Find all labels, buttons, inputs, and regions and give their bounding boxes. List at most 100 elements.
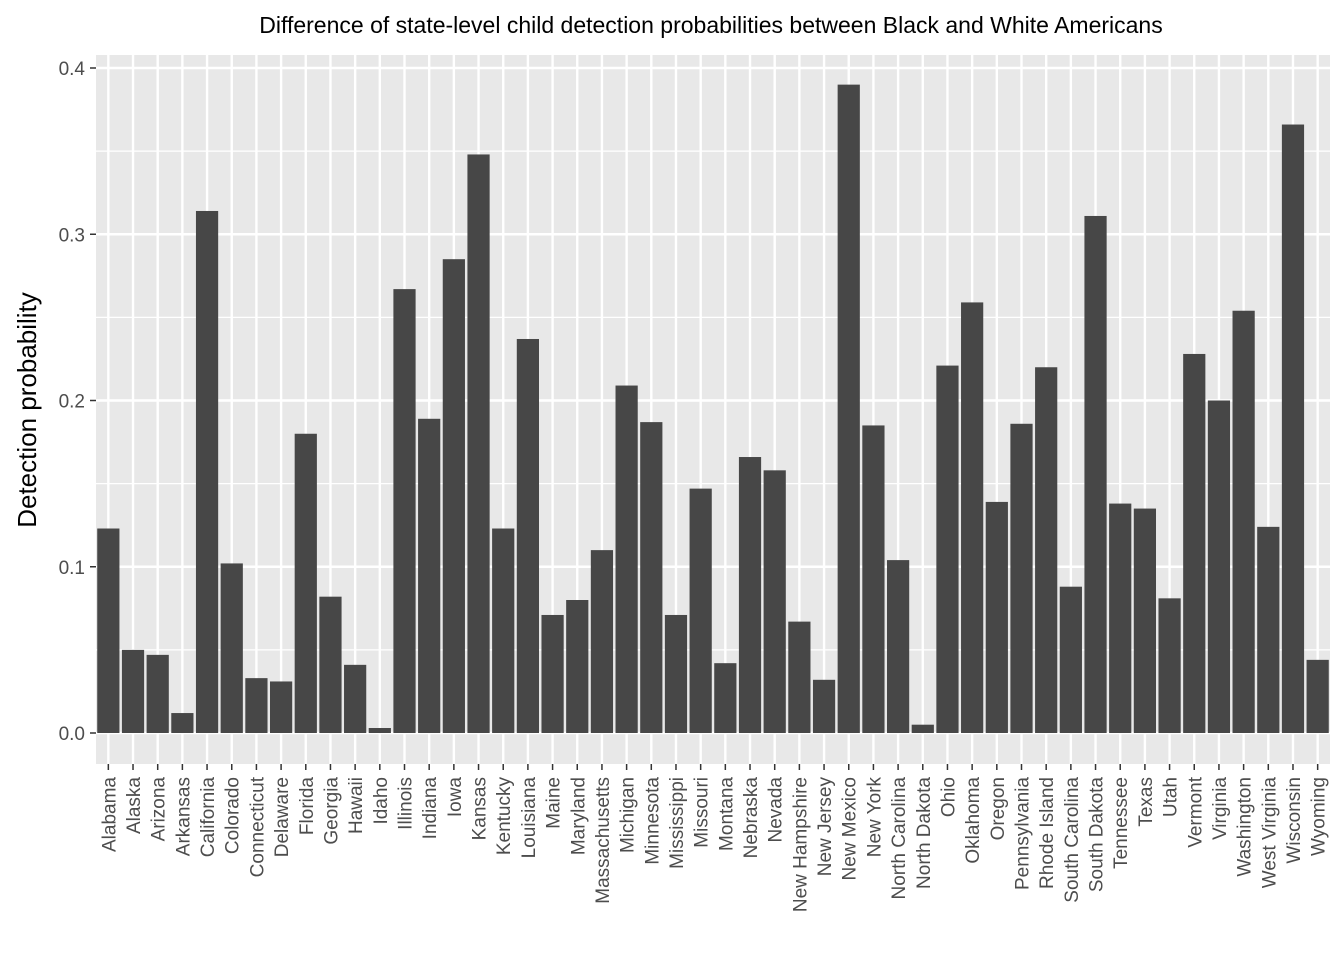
x-tick-label: Louisiana: [519, 777, 540, 859]
x-tick-label: New Mexico: [840, 777, 861, 880]
bar: [146, 654, 169, 733]
x-tick-label: West Virginia: [1259, 777, 1280, 889]
x-tick-label: Wyoming: [1309, 777, 1330, 856]
x-tick-label: Kentucky: [494, 777, 515, 856]
bar: [492, 528, 515, 733]
x-tick-label: Rhode Island: [1037, 777, 1058, 889]
bar: [886, 560, 910, 733]
x-tick-label: North Carolina: [889, 777, 910, 900]
bar: [1133, 508, 1157, 733]
bar: [171, 713, 194, 733]
bars: [97, 84, 1329, 734]
x-tick-label: Virginia: [1210, 777, 1231, 840]
bar: [1158, 598, 1181, 733]
bar: [195, 210, 219, 734]
bar: [1281, 124, 1305, 733]
x-tick-label: South Dakota: [1087, 777, 1108, 893]
x-tick-label: California: [198, 777, 219, 858]
x-tick-label: Colorado: [223, 777, 244, 854]
x-tick-label: Vermont: [1185, 776, 1206, 847]
x-tick-label: Iowa: [445, 777, 466, 818]
bar: [319, 596, 342, 733]
x-tick-label: Indiana: [420, 777, 441, 840]
x-tick-label: Arizona: [149, 777, 170, 842]
bar: [812, 679, 836, 733]
bar: [862, 425, 885, 733]
x-tick-label: Utah: [1161, 777, 1182, 817]
x-tick-label: Alaska: [124, 777, 145, 834]
bar: [566, 600, 589, 733]
bar: [1035, 367, 1058, 733]
bar: [1257, 526, 1280, 733]
x-tick-label: Maryland: [568, 777, 589, 855]
x-tick-label: Maine: [544, 777, 565, 829]
x-tick-label: Hawaii: [346, 777, 367, 834]
x-tick-label: Texas: [1136, 777, 1157, 827]
x-tick-label: Oklahoma: [963, 777, 984, 864]
bar: [1183, 353, 1206, 733]
bar: [121, 649, 145, 733]
bar: [961, 302, 984, 733]
x-tick-label: Idaho: [371, 777, 392, 825]
bar: [442, 259, 465, 733]
chart-title: Difference of state-level child detectio…: [259, 12, 1162, 38]
x-tick-label: Georgia: [321, 777, 342, 845]
x-tick-label: Michigan: [618, 777, 639, 853]
bar: [294, 433, 317, 733]
x-axis: Alabama Alaska Arizona Arkansas California Co…: [99, 764, 1330, 912]
x-tick-label: Alabama: [99, 777, 120, 852]
bar: [1109, 503, 1132, 733]
bar: [393, 289, 416, 733]
bar: [467, 154, 490, 733]
bar: [1207, 400, 1231, 733]
x-tick-label: Pennsylvania: [1013, 777, 1034, 890]
bar: [788, 621, 811, 733]
bar: [640, 422, 663, 733]
bar: [541, 614, 564, 733]
x-tick-label: Illinois: [396, 777, 417, 830]
bar: [615, 385, 638, 733]
x-tick-label: Massachusetts: [593, 777, 614, 904]
x-tick-label: Ohio: [938, 777, 959, 817]
y-tick-label: 0.3: [59, 225, 85, 246]
x-tick-label: Delaware: [272, 777, 293, 857]
x-tick-label: Connecticut: [247, 776, 268, 877]
x-tick-label: Washington: [1235, 777, 1256, 877]
x-tick-label: Montana: [716, 777, 737, 851]
bar: [220, 563, 243, 733]
y-axis: 0.0 0.1 0.2 0.3 0.4: [59, 59, 96, 745]
bar: [590, 550, 614, 733]
x-tick-label: Minnesota: [642, 777, 663, 865]
x-tick-label: Kansas: [470, 777, 491, 840]
y-tick-label: 0.2: [59, 392, 85, 413]
bar: [1232, 310, 1255, 733]
bar: [245, 678, 268, 733]
bar: [714, 663, 737, 733]
x-tick-label: Nevada: [766, 777, 787, 843]
x-tick-label: Wisconsin: [1284, 777, 1305, 864]
bar: [1084, 215, 1107, 733]
bar: [368, 728, 391, 733]
x-tick-label: Tennessee: [1111, 777, 1132, 869]
bar: [1059, 586, 1082, 733]
bar: [936, 365, 959, 733]
x-tick-label: New Jersey: [815, 777, 836, 877]
x-tick-label: South Carolina: [1062, 777, 1083, 903]
x-tick-label: North Dakota: [914, 777, 935, 889]
x-tick-label: Nebraska: [741, 777, 762, 859]
y-tick-label: 0.0: [59, 724, 85, 745]
bar: [738, 457, 762, 733]
x-tick-label: Missouri: [692, 777, 713, 848]
bar: [985, 501, 1008, 733]
x-tick-label: New York: [864, 777, 885, 858]
y-tick-label: 0.4: [59, 59, 86, 80]
bar: [911, 724, 934, 733]
x-tick-label: Oregon: [988, 777, 1009, 840]
x-tick-label: Arkansas: [173, 777, 194, 856]
y-tick-label: 0.1: [59, 558, 85, 579]
bar: [664, 614, 688, 733]
bar: [344, 664, 367, 733]
bar: [1010, 423, 1033, 733]
bar: [689, 488, 712, 733]
